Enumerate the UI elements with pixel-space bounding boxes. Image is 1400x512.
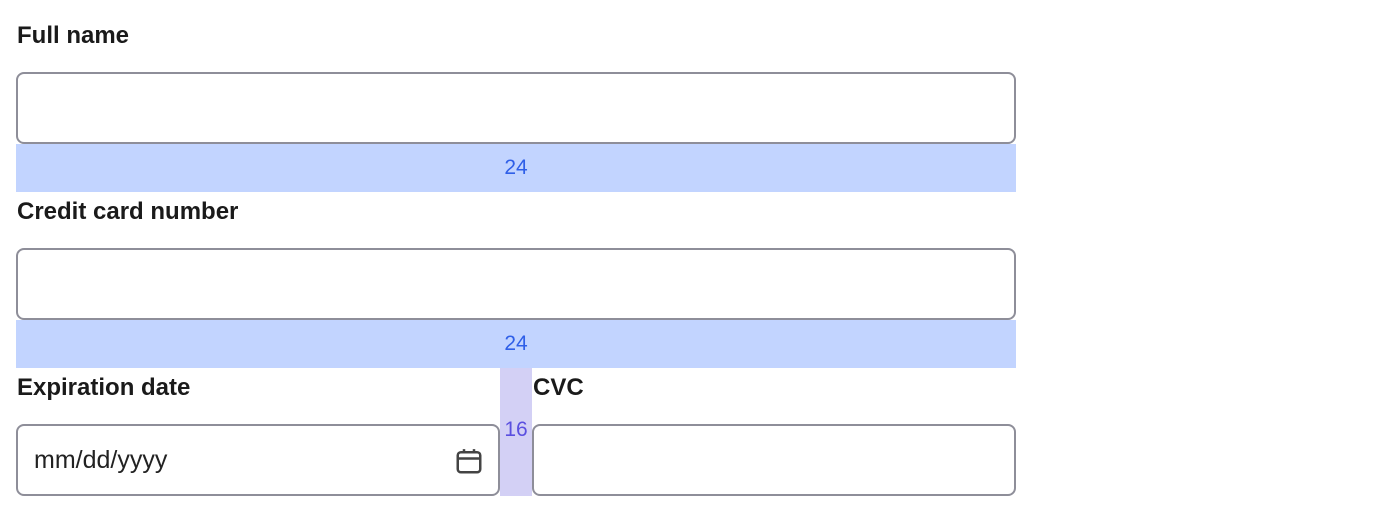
expiration-placeholder: mm/dd/yyyy <box>34 446 168 474</box>
card-number-input[interactable] <box>16 248 1016 320</box>
calendar-icon[interactable] <box>454 446 484 476</box>
expiration-date-input[interactable]: mm/dd/yyyy <box>16 424 500 496</box>
spacing-indicator: 24 <box>16 320 1016 368</box>
column-gap-indicator: 16 <box>500 368 532 496</box>
cvc-label: CVC <box>533 374 584 401</box>
card-number-label: Credit card number <box>17 198 239 225</box>
expiration-label: Expiration date <box>17 374 191 401</box>
spacing-indicator: 24 <box>16 144 1016 192</box>
full-name-label: Full name <box>17 22 130 49</box>
cvc-input[interactable] <box>532 424 1016 496</box>
full-name-input[interactable] <box>16 72 1016 144</box>
